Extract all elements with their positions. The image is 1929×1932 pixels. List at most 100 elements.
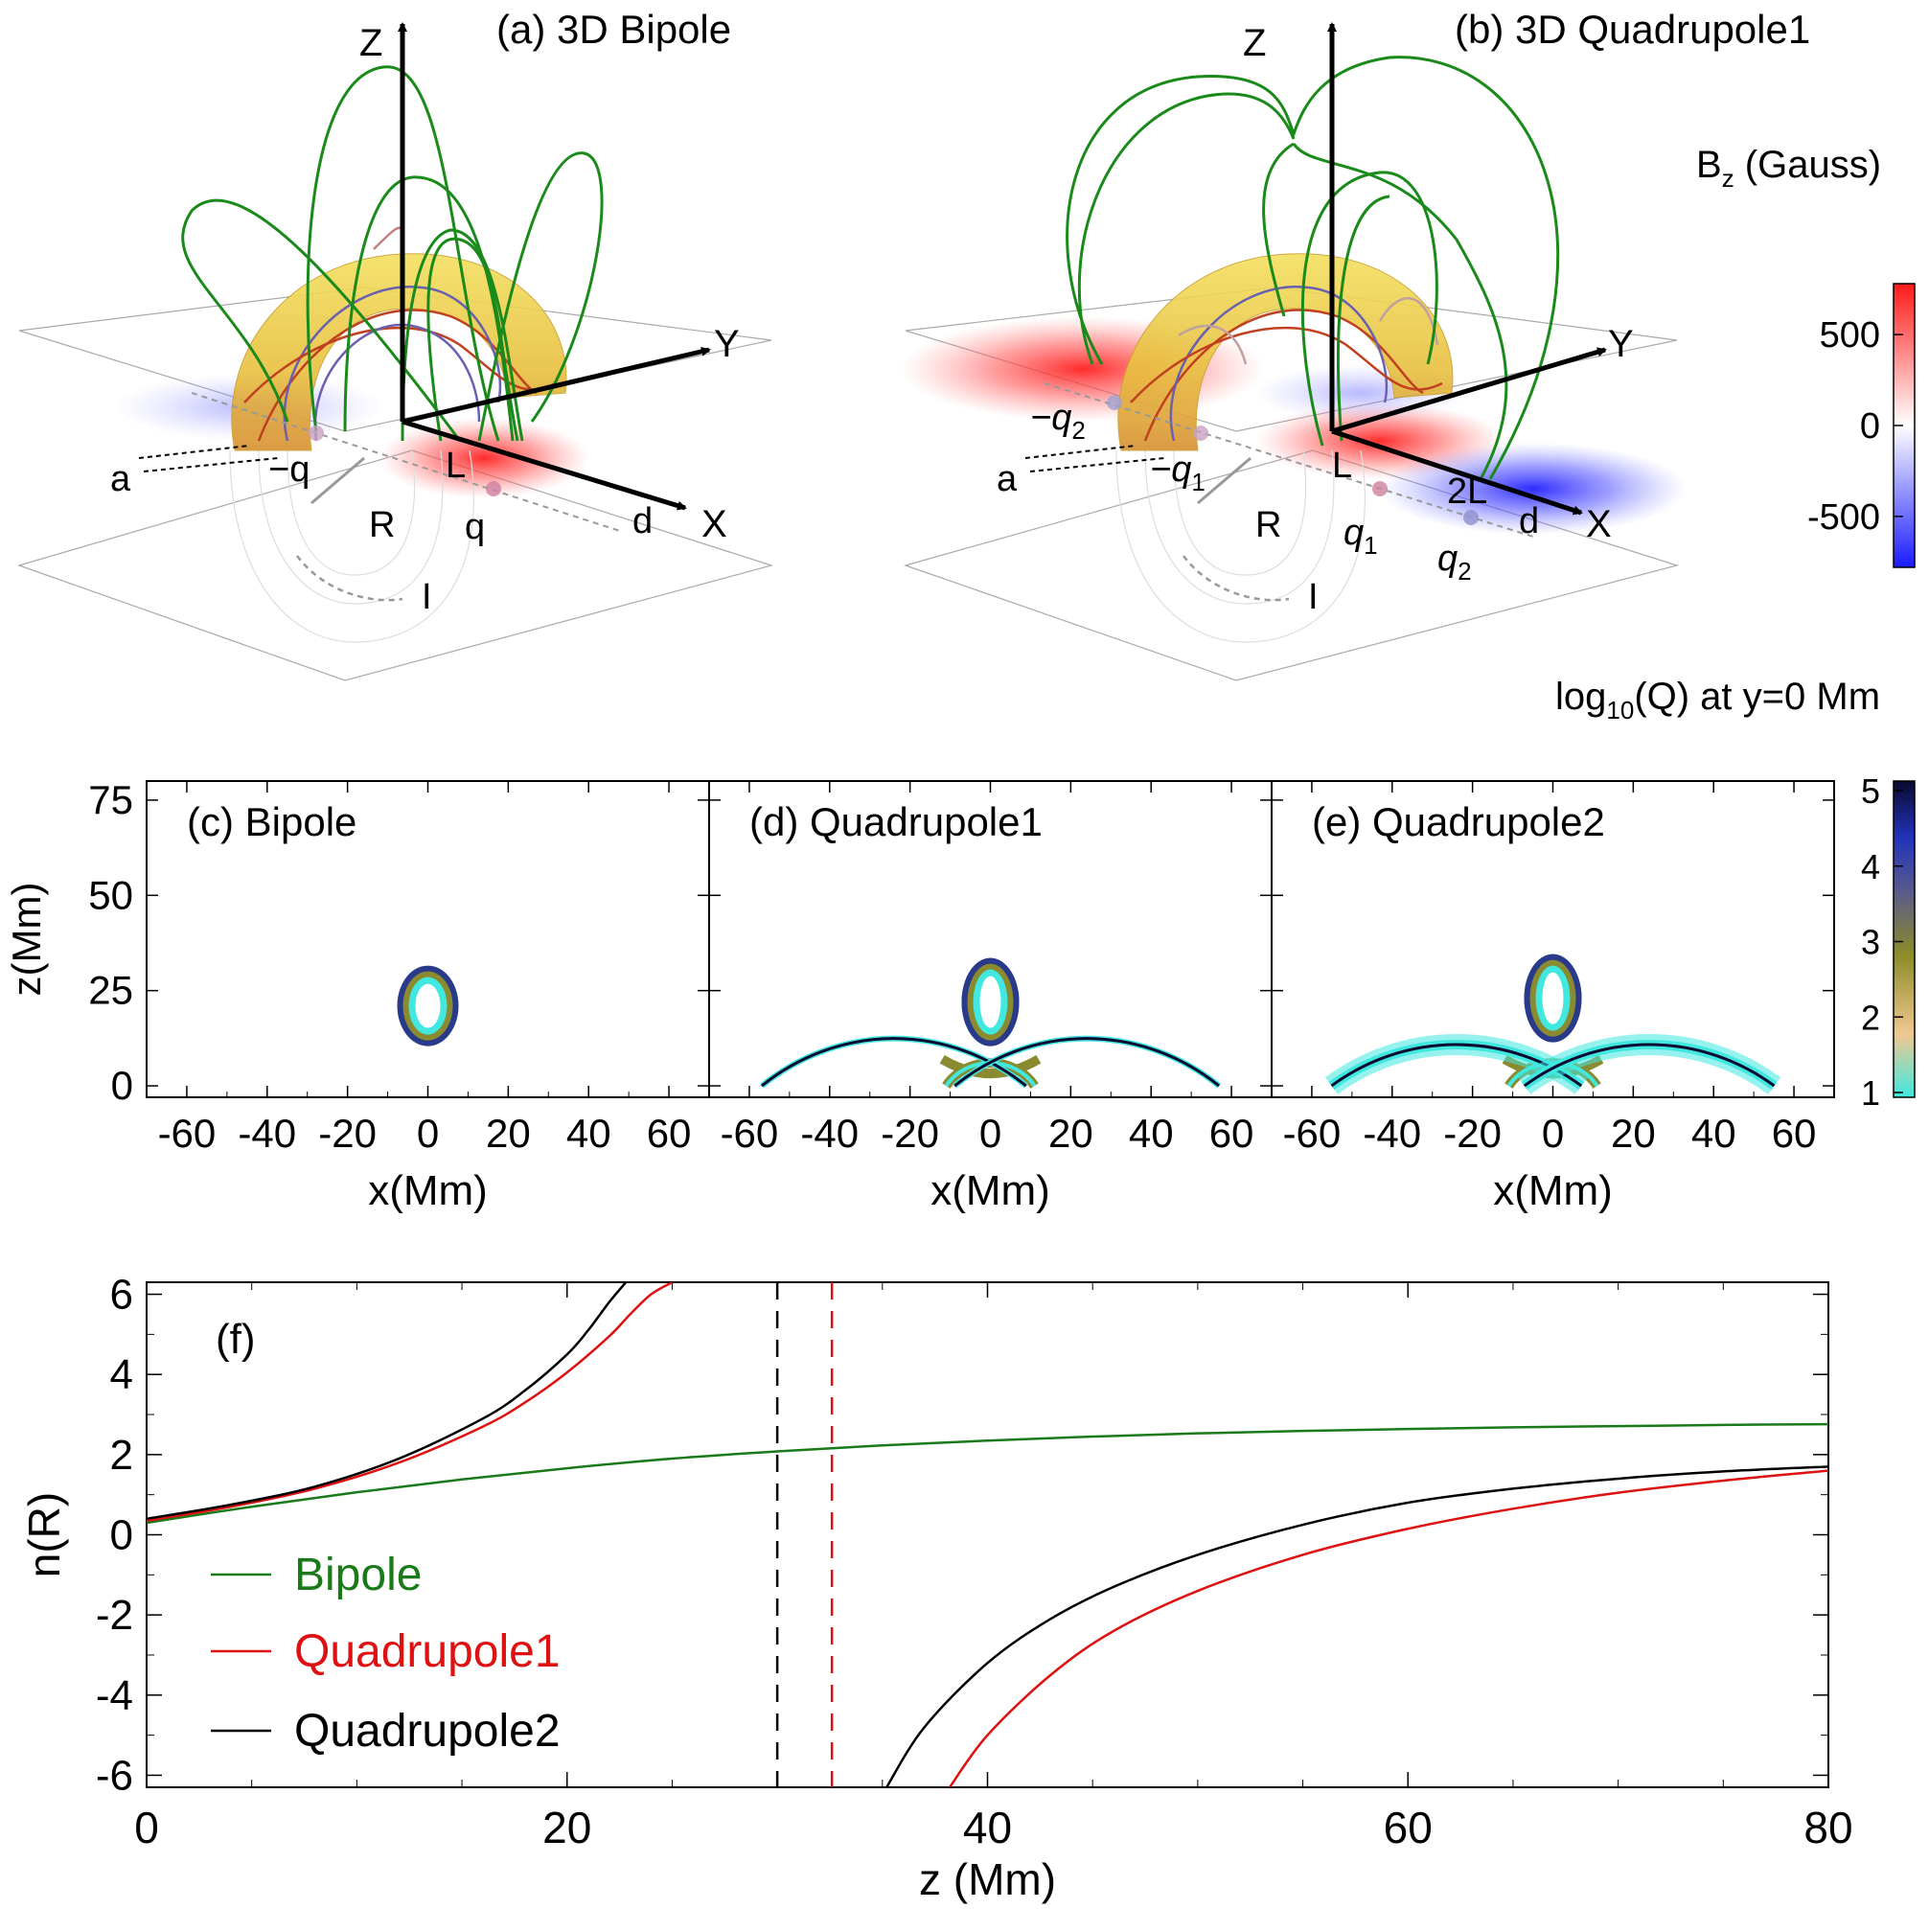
q-qsl-arc xyxy=(1523,1043,1776,1088)
q-qsl-arc xyxy=(953,1037,1221,1088)
q-panel-xlabel: x(Mm) xyxy=(368,1167,488,1214)
panel-a-red-polarity xyxy=(379,418,589,498)
q-colorbar-ticks: 5 4 3 2 1 xyxy=(1861,771,1903,1113)
panel-b-3d-quadrupole1: (b) 3D Quadrupole1 Z Y X a −q2 −q1 L 2L … xyxy=(901,7,1810,681)
f-xtick-label: 20 xyxy=(542,1803,591,1852)
q-oval-core xyxy=(979,976,1001,1028)
panel-a-q-charge xyxy=(486,481,501,496)
panel-b-minus-q2-label: −q2 xyxy=(1030,398,1086,445)
bz-colorbar-tick-label: 500 xyxy=(1820,315,1880,356)
q-panel-c: -60 -40 -20 0 20 40 60 75 50 25 0 (c) Bipole x(Mm) xyxy=(88,777,710,1214)
panel-a-y-label: Y xyxy=(714,323,740,365)
q-xtick-label: 20 xyxy=(1611,1111,1656,1156)
f-ytick-label: -2 xyxy=(96,1592,133,1639)
q-panel-title: (e) Quadrupole2 xyxy=(1312,799,1605,844)
f-xtick-label: 0 xyxy=(134,1803,159,1852)
panel-a-I-label: I xyxy=(422,577,432,617)
f-xlabel: z (Mm) xyxy=(919,1854,1056,1904)
panel-b-I-label: I xyxy=(1308,577,1319,617)
panel-b-a-label: a xyxy=(997,459,1018,499)
panel-a-minus-q-charge xyxy=(309,426,324,441)
panel-b-q2-charge xyxy=(1463,510,1479,525)
f-ytick-label: -4 xyxy=(96,1672,133,1719)
f-legend-label: Quadrupole2 xyxy=(294,1706,561,1757)
q-xtick-label: 40 xyxy=(1129,1111,1174,1156)
q-xtick-label: -20 xyxy=(881,1111,939,1156)
panel-a-a-label: a xyxy=(110,459,131,499)
q-xtick-label: 60 xyxy=(1772,1111,1817,1156)
f-series-line-bipole xyxy=(147,1422,1828,1525)
bz-colorbar-tick-label: 0 xyxy=(1860,406,1880,447)
panel-a-a-dashed-1 xyxy=(138,445,250,459)
panel-b-L-label: L xyxy=(1332,446,1352,486)
q-xtick-label: -40 xyxy=(800,1111,859,1156)
q-panel-title: (c) Bipole xyxy=(187,799,356,844)
f-series-line-quadrupole1 xyxy=(949,1469,1828,1787)
q-panels-ylabel: z(Mm) xyxy=(4,883,49,997)
f-xtick-label: 60 xyxy=(1384,1803,1433,1852)
f-ylabel: n(R) xyxy=(19,1492,69,1577)
q-xtick-label: 60 xyxy=(647,1111,692,1156)
q-ytick-label: 0 xyxy=(111,1063,133,1108)
panel-a-R-label: R xyxy=(369,505,395,545)
q-oval-core xyxy=(1542,972,1564,1024)
bz-colorbar-ticks: 500 0 -500 xyxy=(1807,315,1903,538)
q-panel-d: -60 -40 -20 0 20 40 60 (d) Quadrupole1 x(Mm) xyxy=(708,780,1273,1214)
panel-a-d-label: d xyxy=(632,501,653,541)
q-ytick-label: 75 xyxy=(88,777,133,822)
panel-a-axes xyxy=(398,22,711,511)
panel-b-q1-charge xyxy=(1372,481,1388,496)
bz-colorbar-title: Bz (Gauss) xyxy=(1696,144,1881,193)
panel-b-minus-q1-charge xyxy=(1193,426,1208,441)
bz-colorbar-tick-label: -500 xyxy=(1807,497,1880,538)
q-xtick-label: -60 xyxy=(158,1111,217,1156)
panel-b-axis-dashed xyxy=(1044,382,1534,538)
f-ytick-label: 6 xyxy=(110,1272,133,1319)
panel-a-3d-bipole: (a) 3D Bipole Z Y X a −q L R q d I xyxy=(17,7,774,681)
panel-b-green-field-lines xyxy=(1066,56,1560,480)
q-xtick-label: 0 xyxy=(979,1111,1001,1156)
panel-b-y-label: Y xyxy=(1608,323,1634,365)
q-xtick-label: -20 xyxy=(318,1111,377,1156)
q-panel-xlabel: x(Mm) xyxy=(930,1167,1050,1214)
f-series-line-quadrupole1 xyxy=(147,1282,674,1523)
f-series-line-quadrupole2 xyxy=(147,1282,628,1521)
panel-b-blue-polarity-right xyxy=(1380,443,1687,535)
panel-a-a-dashed-2 xyxy=(143,457,279,472)
q-panel-title: (d) Quadrupole1 xyxy=(749,799,1043,844)
q-panel-structures xyxy=(1324,954,1781,1094)
q-colorbar-gradient xyxy=(1893,780,1916,1098)
panel-f-line-chart: 0 20 40 60 806420-2-4-6BipoleQuadrupole1Quad… xyxy=(19,1272,1853,1904)
panel-b-axes xyxy=(1327,22,1607,516)
panel-b-d-label: d xyxy=(1519,501,1539,541)
panel-a-axis-dashed xyxy=(191,392,624,533)
q-xtick-label: -60 xyxy=(721,1111,779,1156)
panel-b-bottom-plane xyxy=(904,449,1680,681)
q-xtick-label: -20 xyxy=(1443,1111,1502,1156)
panel-a-title: (a) 3D Bipole xyxy=(496,7,731,52)
q-xtick-label: 0 xyxy=(417,1111,439,1156)
f-series-line-quadrupole2 xyxy=(885,1465,1828,1787)
q-xtick-label: 60 xyxy=(1209,1111,1254,1156)
panel-b-title: (b) 3D Quadrupole1 xyxy=(1455,7,1810,52)
panel-b-torus-lower-mesh xyxy=(1115,449,1366,643)
f-panel-label: (f) xyxy=(216,1316,256,1363)
f-xtick-label: 40 xyxy=(963,1803,1012,1852)
panel-b-y-axis xyxy=(1331,347,1607,434)
panel-a-I-arrow xyxy=(296,555,403,602)
panel-a-L-label: L xyxy=(446,446,466,486)
panel-b-R-arrow xyxy=(1197,456,1252,505)
q-panel-xlabel: x(Mm) xyxy=(1493,1167,1613,1214)
q-colorbar-tick-label: 1 xyxy=(1861,1073,1880,1113)
panel-b-q1-label: q1 xyxy=(1343,513,1378,560)
panel-b-R-label: R xyxy=(1255,505,1281,545)
q-xtick-label: 40 xyxy=(1691,1111,1736,1156)
panel-a-R-arrow xyxy=(310,456,365,505)
q-colorbar-title: log10(Q) at y=0 Mm xyxy=(1555,676,1880,724)
q-colorbar: log10(Q) at y=0 Mm 5 4 3 2 1 xyxy=(1555,676,1916,1113)
f-ytick-label: 0 xyxy=(110,1512,133,1559)
panel-b-minus-q1-label: −q1 xyxy=(1150,449,1206,496)
panel-a-minus-q-label: −q xyxy=(268,449,310,490)
q-xtick-label: 40 xyxy=(566,1111,611,1156)
